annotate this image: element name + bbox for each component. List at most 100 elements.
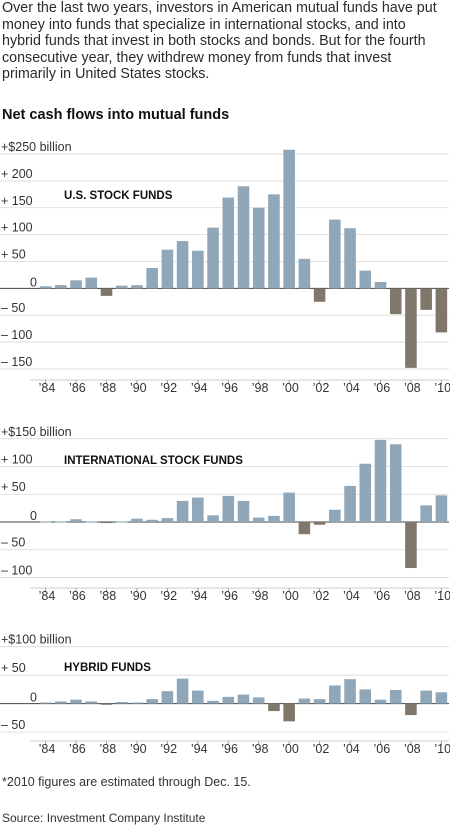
bar-1993	[176, 241, 189, 289]
x-tick-label: ’92	[160, 589, 177, 603]
y-tick-label: 0	[30, 691, 37, 705]
bar-2008	[405, 703, 417, 716]
x-tick-label: ’96	[221, 589, 238, 603]
bar-2007	[389, 288, 402, 315]
bar-1993	[176, 678, 189, 704]
bar-1987	[85, 701, 98, 704]
x-tick-label: ’00	[282, 742, 299, 756]
bar-1989	[115, 521, 128, 523]
x-tick-label: ’00	[282, 381, 299, 395]
x-tick-label: ’86	[69, 742, 86, 756]
bar-1990	[131, 702, 143, 704]
x-tick-label: ’90	[130, 742, 147, 756]
bar-1996	[222, 197, 235, 289]
hybrid-funds-chart: – 50 0 + 50 +$100 billion ’84 ’86 ’88 ’90 ’92 ’94…	[0, 633, 450, 756]
bar-2004	[344, 485, 356, 522]
x-tick-label: ’02	[313, 381, 330, 395]
bar-1998	[252, 207, 265, 289]
x-tick-label: ’08	[404, 589, 421, 603]
bar-2002	[313, 521, 326, 525]
bar-2002	[313, 699, 326, 704]
bar-2005	[359, 689, 372, 704]
x-tick-label: ’98	[252, 381, 269, 395]
bar-2010	[435, 288, 448, 333]
x-tick-label: ’02	[313, 589, 330, 603]
bar-1989	[115, 285, 128, 289]
bar-1994	[192, 250, 204, 289]
bar-1990	[131, 518, 143, 522]
bar-1986	[70, 280, 82, 289]
bar-2010	[435, 495, 448, 522]
bar-2001	[298, 521, 311, 535]
international-stock-funds-chart: – 100 – 50 0 + 50 + 100 +$150 billion ’84 ’86 ’8…	[0, 425, 450, 603]
y-tick-label: + 100	[1, 453, 33, 467]
x-tick-label: ’90	[130, 381, 147, 395]
bar-2004	[344, 679, 356, 704]
bar-1984	[39, 286, 52, 289]
y-tick-label: – 100	[1, 328, 32, 342]
bar-2000	[283, 492, 295, 522]
x-tick-label: ’94	[191, 381, 208, 395]
x-tick-label: ’10*	[434, 589, 450, 603]
bar-2002	[313, 288, 326, 302]
series-title: INTERNATIONAL STOCK FUNDS	[64, 455, 243, 467]
bar-1990	[131, 285, 143, 289]
x-tick-label: ’06	[374, 589, 391, 603]
y-tick-label: + 50	[1, 248, 26, 262]
x-tick-label: ’04	[343, 589, 360, 603]
x-tick-label: ’96	[221, 381, 238, 395]
bar-1992	[161, 249, 174, 289]
x-tick-label: ’10*	[434, 742, 450, 756]
x-tick-label: ’08	[404, 381, 421, 395]
x-tick-label: ’96	[221, 742, 238, 756]
chart-heading: Net cash flows into mutual funds	[2, 107, 230, 123]
x-tick-label: ’94	[191, 589, 208, 603]
x-tick-label: ’88	[100, 589, 117, 603]
bar-1986	[70, 699, 82, 704]
bar-2008	[405, 288, 417, 368]
x-tick-label: ’88	[100, 742, 117, 756]
bar-1997	[237, 500, 250, 522]
y-tick-label: – 50	[1, 536, 25, 550]
bar-2000	[283, 703, 295, 722]
x-tick-label: ’90	[130, 589, 147, 603]
bar-2001	[298, 258, 311, 289]
bar-1995	[207, 700, 219, 704]
bar-1989	[115, 701, 128, 704]
x-tick-label: ’04	[343, 381, 360, 395]
bar-1992	[161, 518, 174, 522]
bar-2007	[389, 444, 402, 522]
intro-paragraph: Over the last two years, investors in Am…	[2, 0, 437, 83]
bar-2006	[374, 699, 387, 704]
bar-2005	[359, 270, 372, 289]
bar-1991	[146, 699, 158, 704]
y-tick-label: 0	[30, 275, 37, 289]
bar-2004	[344, 228, 356, 289]
x-tick-label: ’98	[252, 742, 269, 756]
bar-2009	[420, 690, 432, 704]
x-tick-label: ’02	[313, 742, 330, 756]
x-tick-label: ’84	[39, 589, 56, 603]
source-note: Source: Investment Company Institute	[2, 811, 206, 825]
bar-1985	[55, 521, 67, 523]
bar-2009	[420, 288, 432, 310]
y-tick-label: 0	[30, 509, 37, 523]
x-tick-label: ’88	[100, 381, 117, 395]
y-tick-label: – 100	[1, 563, 32, 577]
x-tick-label: ’10*	[434, 381, 450, 395]
bar-1985	[55, 285, 67, 289]
x-tick-label: ’86	[69, 381, 86, 395]
y-tick-label: + 50	[1, 661, 26, 675]
series-title: U.S. STOCK FUNDS	[64, 190, 173, 202]
y-tick-label: +$150 billion	[1, 425, 72, 439]
bar-2000	[283, 149, 295, 289]
bar-1991	[146, 519, 158, 522]
bar-1998	[252, 697, 265, 704]
bar-1992	[161, 691, 174, 704]
bar-2006	[374, 439, 387, 522]
y-tick-label: – 50	[1, 718, 25, 732]
y-tick-label: – 50	[1, 301, 25, 315]
bar-1988	[100, 521, 113, 524]
series-title: HYBRID FUNDS	[64, 662, 151, 674]
bar-2005	[359, 463, 372, 522]
